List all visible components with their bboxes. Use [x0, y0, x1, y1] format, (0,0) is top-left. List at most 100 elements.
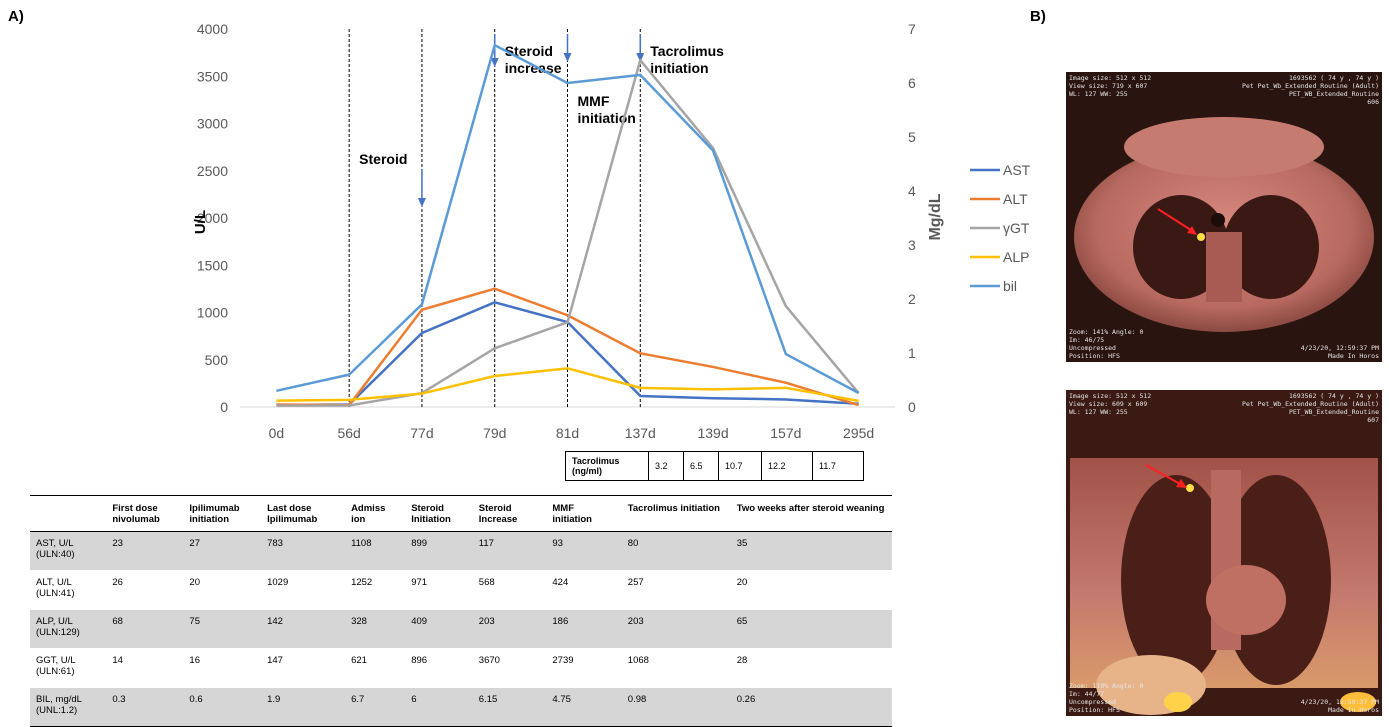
axial-overlay-top-left: Image size: 512 x 512 View size: 719 x 6…: [1069, 74, 1152, 98]
axial-overlay-top-right: 1693562 ( 74 y , 74 y ) Pet Pet_Wb_Exten…: [1242, 74, 1379, 106]
legend-label: ALT: [1003, 191, 1028, 207]
table-column-header: Ipilimumab initiation: [183, 495, 262, 532]
row-label: ALP, U/L (ULN:129): [30, 609, 107, 649]
axial-scan-graphic: [1066, 72, 1382, 362]
event-annotation: MMF initiation: [578, 93, 636, 126]
table-cell: 409: [405, 609, 473, 649]
table-cell: 328: [345, 609, 406, 649]
y-tick-label: 2500: [197, 163, 228, 179]
table-cell: 80: [621, 531, 731, 571]
table-cell: 142: [261, 609, 346, 649]
table-column-header: Last dose Ipilimumab: [261, 495, 346, 532]
table-cell: 6.15: [472, 687, 547, 727]
table-cell: 971: [405, 570, 473, 610]
table-cell: 28: [730, 648, 892, 688]
event-arrowhead: [417, 198, 426, 207]
table-cell: 4.75: [546, 687, 622, 727]
table-column-header: First dose nivolumab: [106, 495, 184, 532]
y-tick-label: 500: [205, 352, 229, 368]
table-cell: 6: [405, 687, 473, 727]
table-cell: 1.9: [261, 687, 346, 727]
axial-overlay-bottom-left: Zoom: 141% Angle: 0 Im: 46/75 Uncompress…: [1069, 328, 1144, 360]
x-tick-label: 77d: [410, 425, 433, 441]
event-arrowhead: [490, 58, 499, 67]
table-cell: 783: [261, 531, 346, 571]
table-cell: 424: [546, 570, 622, 610]
table-row: GGT, U/L (ULN:61) 14 16 147 621 896 3670 2739 10…: [30, 648, 892, 688]
x-tick-label: 139d: [697, 425, 728, 441]
row-label: BIL, mg/dL (UNL:1.2): [30, 687, 107, 727]
table-cell: 1108: [345, 531, 406, 571]
table-cell: 0.3: [106, 687, 184, 727]
y2-tick-label: 7: [908, 21, 916, 37]
y-tick-label: 2000: [197, 210, 228, 226]
lab-values-chart: 0 500 1000 1500 2000 2500 3000 3500 4000 0 1 2 3 4 5 6 7…: [192, 21, 1031, 441]
table-cell: 186: [546, 609, 622, 649]
legend-label: γGT: [1003, 220, 1030, 236]
table-cell: 0.6: [183, 687, 262, 727]
y2-tick-label: 2: [908, 291, 916, 307]
x-tick-label: 295d: [843, 425, 874, 441]
table-cell: 896: [405, 648, 473, 688]
table-column-header: Admiss ion: [345, 495, 406, 532]
y-tick-label: 1500: [197, 257, 228, 273]
table-row: ALP, U/L (ULN:129) 68 75 142 328 409 203 186 203…: [30, 609, 892, 649]
lab-timeline-table: First dose nivolumab Ipilimumab initiatio…: [30, 495, 892, 727]
x-tick-label: 56d: [337, 425, 360, 441]
table-cell: 65: [730, 609, 892, 649]
table-cell: 1029: [261, 570, 346, 610]
y2-tick-label: 0: [908, 399, 916, 415]
x-tick-label: 137d: [625, 425, 656, 441]
y2-tick-label: 6: [908, 75, 916, 91]
series-line-ALT: [276, 287, 859, 407]
y-tick-label: 4000: [197, 21, 228, 37]
table-cell: 203: [472, 609, 547, 649]
table-row: AST, U/L (ULN:40) 23 27 783 1108 899 117 93 80 35: [30, 531, 892, 571]
table-cell: 3670: [472, 648, 547, 688]
table-cell: 1252: [345, 570, 406, 610]
table-cell: 23: [106, 531, 184, 571]
table-cell: 621: [345, 648, 406, 688]
table-cell: 20: [183, 570, 262, 610]
tacrolimus-value: 12.2: [761, 451, 813, 481]
series-line-bil: [276, 43, 860, 395]
coronal-overlay-top-right: 1693562 ( 74 y , 74 y ) Pet Pet_Wb_Exten…: [1242, 392, 1379, 424]
table-cell: 68: [106, 609, 184, 649]
legend-label: bil: [1003, 278, 1017, 294]
legend-label: ALP: [1003, 249, 1029, 265]
tacrolimus-value: 6.5: [683, 451, 719, 481]
table-column-header: [30, 495, 107, 532]
table-cell: 1068: [621, 648, 731, 688]
tacrolimus-value: 10.7: [718, 451, 762, 481]
table-cell: 2739: [546, 648, 622, 688]
y-tick-label: 3500: [197, 68, 228, 84]
x-tick-label: 81d: [556, 425, 579, 441]
table-column-header: Steroid Initiation: [405, 495, 473, 532]
series-line-ALP: [276, 367, 859, 403]
table-cell: 568: [472, 570, 547, 610]
y2-axis-title: Mg/dL: [927, 193, 944, 240]
event-annotation: Steroid increase: [505, 43, 562, 76]
series-line-γGT: [276, 58, 860, 407]
table-cell: 26: [106, 570, 184, 610]
axial-pet-ct-image: Image size: 512 x 512 View size: 719 x 6…: [1066, 72, 1382, 362]
table-cell: 16: [183, 648, 262, 688]
table-cell: 27: [183, 531, 262, 571]
x-tick-label: 157d: [770, 425, 801, 441]
x-tick-label: 0d: [269, 425, 285, 441]
table-cell: 899: [405, 531, 473, 571]
y2-tick-label: 4: [908, 183, 916, 199]
table-cell: 14: [106, 648, 184, 688]
table-column-header: Steroid Increase: [472, 495, 547, 532]
coronal-overlay-bottom-left: Zoom: 119% Angle: 0 Im: 44/77 Uncompress…: [1069, 682, 1144, 714]
table-cell: 6.7: [345, 687, 406, 727]
row-label: GGT, U/L (ULN:61): [30, 648, 107, 688]
table-cell: 0.98: [621, 687, 731, 727]
y2-tick-label: 5: [908, 129, 916, 145]
table-column-header: MMF initiation: [546, 495, 622, 532]
table-cell: 203: [621, 609, 731, 649]
panel-b-label: B): [1030, 8, 1046, 25]
coronal-overlay-top-left: Image size: 512 x 512 View size: 609 x 6…: [1069, 392, 1152, 416]
row-label: AST, U/L (ULN:40): [30, 531, 107, 571]
y-tick-label: 3000: [197, 116, 228, 132]
